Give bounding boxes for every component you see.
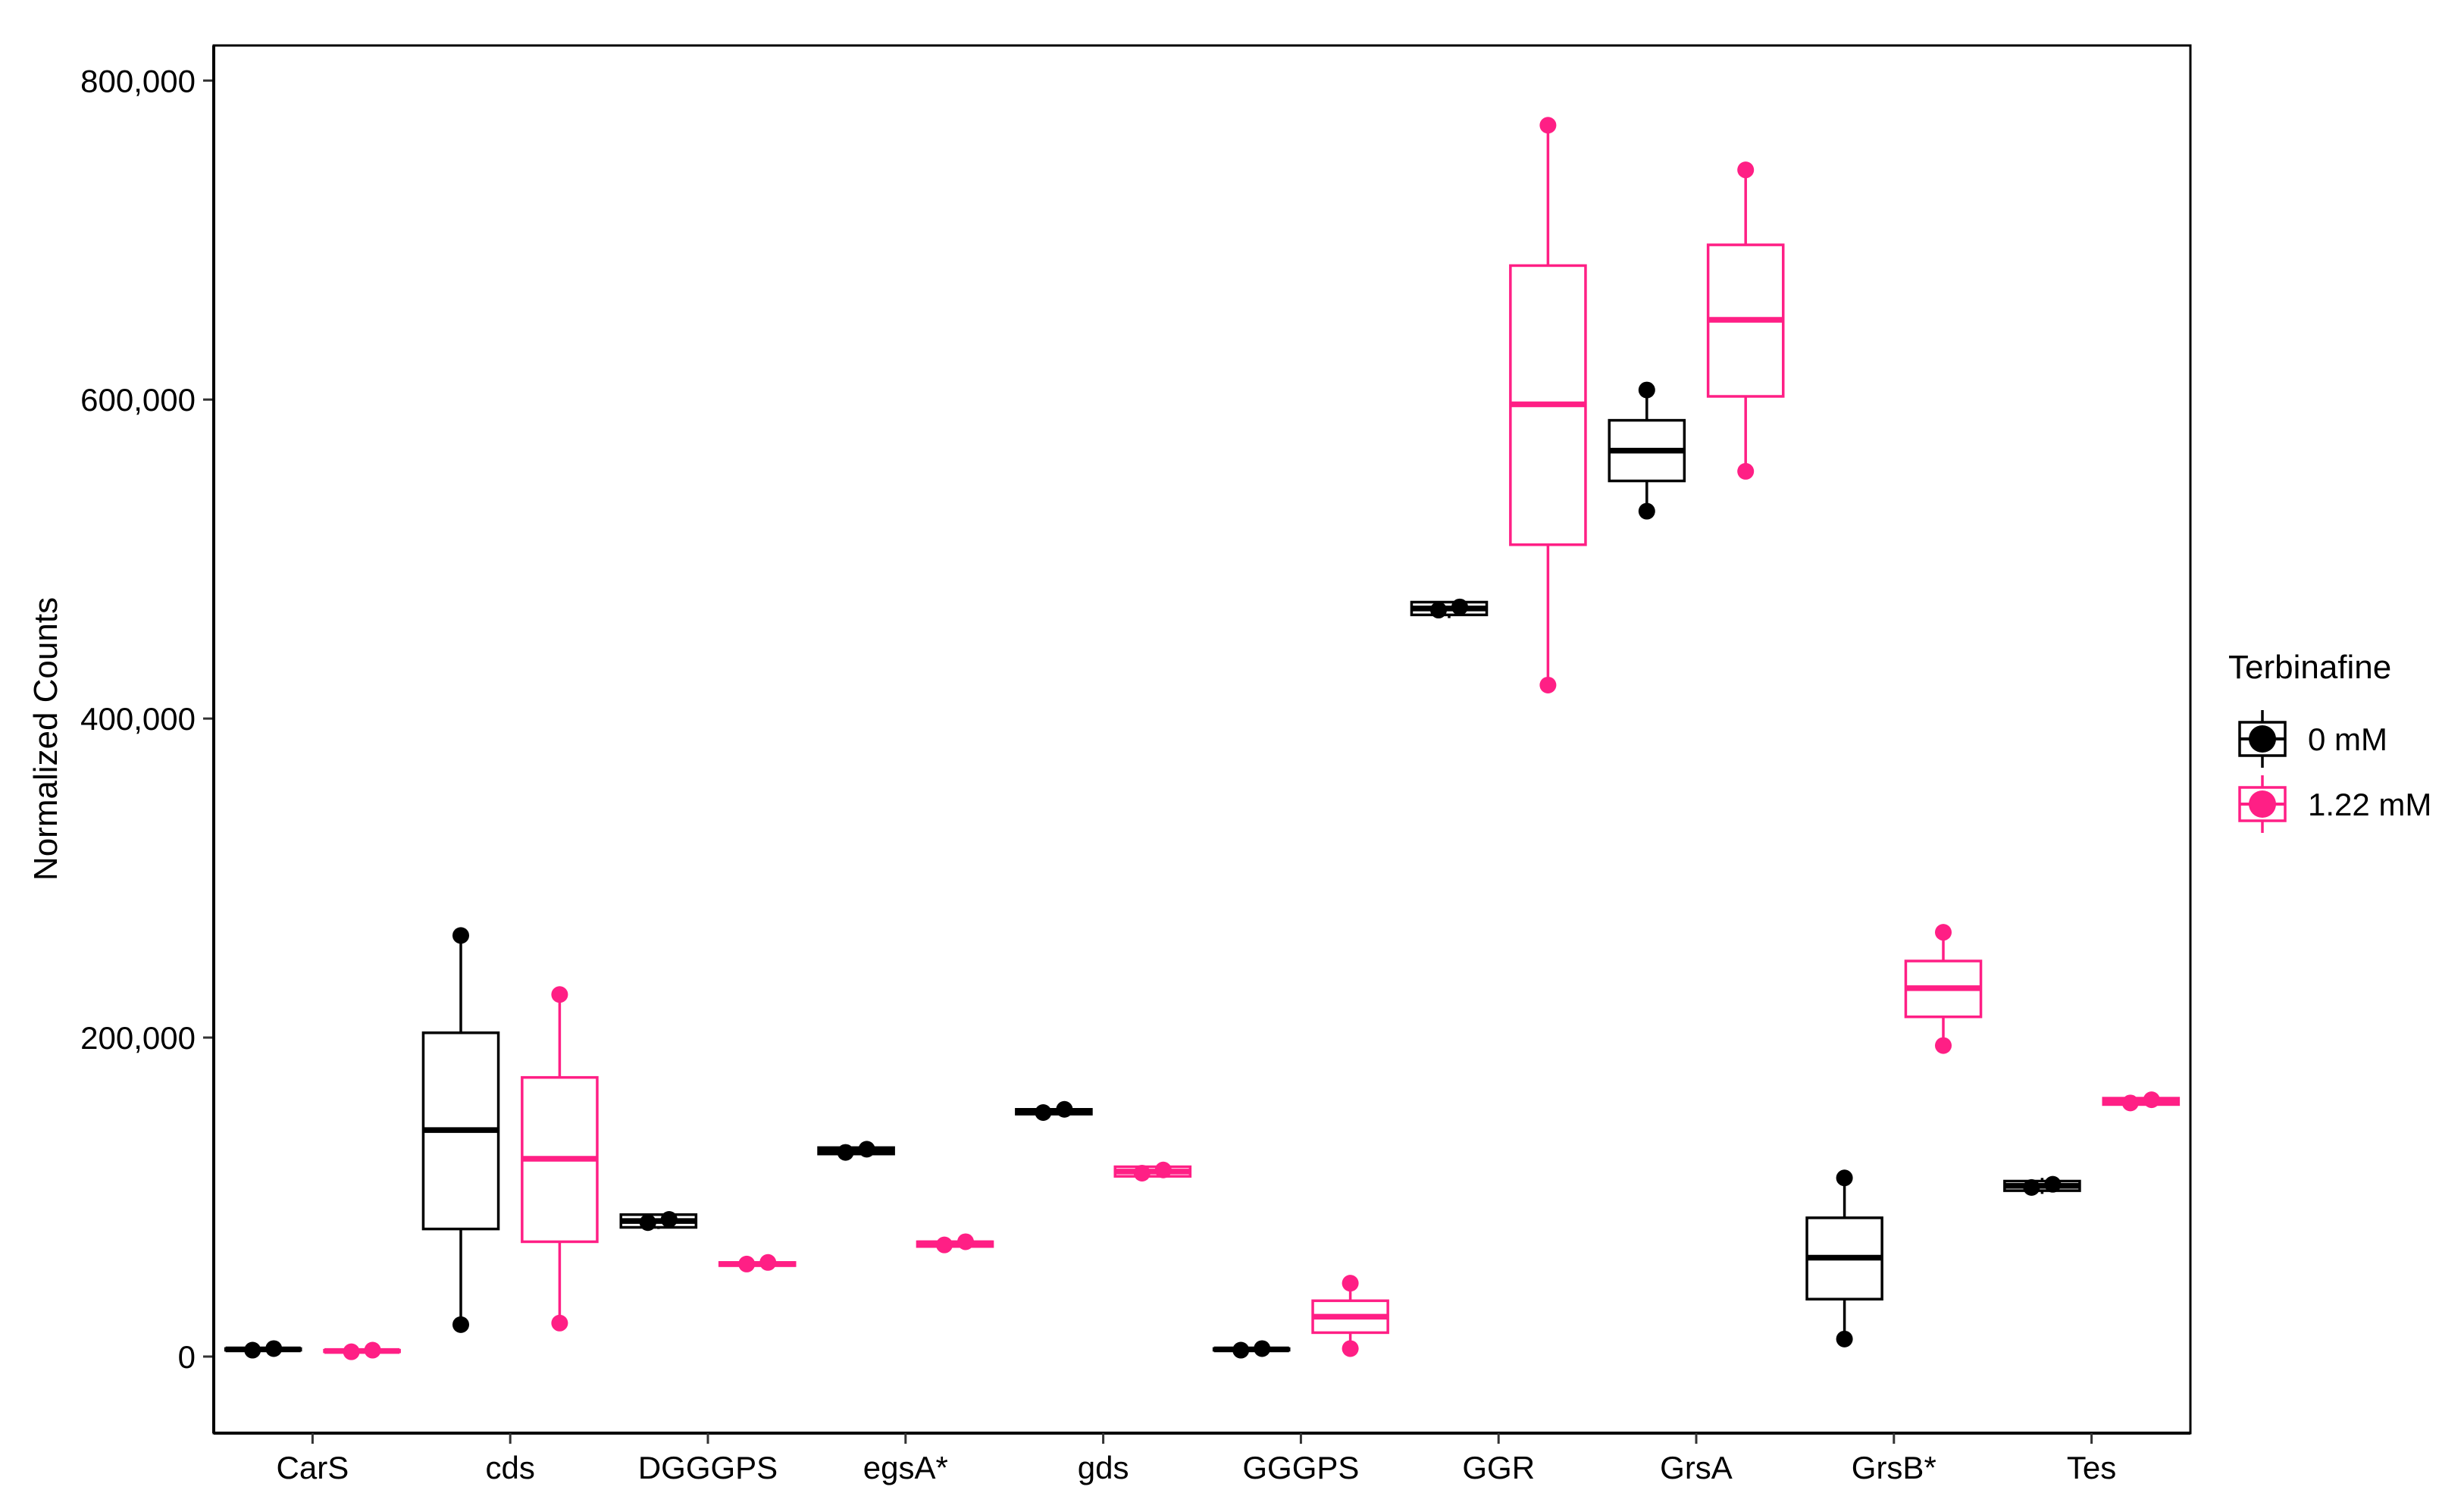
legend: Terbinafine 0 mM 1.22 mM <box>2228 649 2431 833</box>
data-point <box>2044 1175 2062 1193</box>
box-1-22-mM-GrsA <box>1706 161 1785 480</box>
data-point <box>551 1314 568 1332</box>
box-0-mM-GGGPS <box>1212 1340 1291 1359</box>
box-1-22-mM-egsAstar <box>916 1233 994 1254</box>
data-point <box>2143 1091 2160 1109</box>
x-tick-label: GrsB* <box>1852 1450 1936 1485</box>
y-axis: 0 200,000 400,000 600,000 800,000 <box>80 45 215 1433</box>
data-point <box>858 1141 875 1158</box>
plot-border <box>212 44 2192 1435</box>
data-point <box>1430 602 1447 619</box>
data-point <box>1232 1341 1250 1359</box>
data-point <box>1737 161 1755 179</box>
data-point <box>936 1236 953 1254</box>
box-1-22-mM-CarS <box>323 1341 401 1360</box>
data-point <box>957 1233 974 1250</box>
legend-label: 1.22 mM <box>2308 787 2431 822</box>
data-point <box>1056 1100 1073 1118</box>
y-tick-label: 400,000 <box>80 701 196 737</box>
x-axis: CarS cds DGGGPS egsA* gds GGGPS GGR GrsA GrsB* Te… <box>214 1432 2190 1485</box>
data-point <box>1133 1164 1151 1182</box>
data-point <box>265 1340 283 1357</box>
box-0-mM-CarS <box>224 1340 302 1359</box>
x-tick-label: GGR <box>1462 1450 1535 1485</box>
y-tick-label: 600,000 <box>80 382 196 418</box>
data-point <box>1035 1103 1052 1121</box>
box-0-mM-GrsA <box>1608 381 1686 520</box>
data-point <box>1638 381 1655 399</box>
data-point <box>1836 1169 1853 1187</box>
data-point <box>551 986 568 1003</box>
data-point <box>639 1214 656 1232</box>
plot-area <box>212 44 2192 1435</box>
data-point <box>1638 502 1655 520</box>
y-tick-label: 800,000 <box>80 63 196 99</box>
data-point <box>452 1316 469 1333</box>
box-1-22-mM-cds <box>521 986 599 1332</box>
data-point <box>2023 1178 2040 1196</box>
legend-key-point <box>2249 790 2276 818</box>
data-point <box>1539 117 1557 134</box>
box-1-22-mM-GGR <box>1509 117 1587 693</box>
box-0-mM-GrsBstar <box>1805 1169 1883 1347</box>
data-point <box>452 927 469 944</box>
data-point <box>1254 1340 1271 1357</box>
x-tick-label: CarS <box>277 1450 349 1485</box>
x-tick-label: GrsA <box>1660 1450 1733 1485</box>
legend-label: 0 mM <box>2308 721 2387 757</box>
data-point <box>1836 1330 1853 1347</box>
box-1-22-mM-DGGGPS <box>718 1254 797 1272</box>
boxes-layer <box>224 117 2181 1360</box>
data-point <box>1935 1037 1952 1054</box>
x-tick-label: egsA* <box>863 1450 948 1485</box>
y-tick-label: 0 <box>178 1339 196 1375</box>
x-tick-label: DGGGPS <box>638 1450 778 1485</box>
box-0-mM-DGGGPS <box>619 1210 698 1232</box>
legend-key-black <box>2238 710 2287 768</box>
box-1-22-mM-GGGPS <box>1311 1275 1389 1357</box>
data-point <box>1342 1340 1359 1357</box>
legend-title: Terbinafine <box>2228 649 2391 686</box>
data-point <box>1451 598 1468 615</box>
box-0-mM-gds <box>1015 1100 1093 1121</box>
x-tick-label: Tes <box>2067 1450 2116 1485</box>
legend-key-point <box>2249 725 2276 753</box>
y-tick-label: 200,000 <box>80 1020 196 1056</box>
x-tick-label: gds <box>1078 1450 1129 1485</box>
y-axis-title: Normalized Counts <box>27 597 64 881</box>
x-tick-label: GGGPS <box>1242 1450 1359 1485</box>
box-0-mM-cds <box>421 927 500 1333</box>
data-point <box>738 1255 756 1272</box>
data-point <box>244 1341 261 1359</box>
x-tick-label: cds <box>486 1450 535 1485</box>
data-point <box>759 1254 777 1271</box>
data-point <box>1154 1161 1172 1178</box>
legend-key-pink <box>2238 775 2287 833</box>
box-0-mM-Tes <box>2003 1175 2081 1196</box>
data-point <box>1737 462 1755 480</box>
box-0-mM-GGR <box>1410 598 1489 619</box>
data-point <box>343 1343 360 1360</box>
box-1-22-mM-Tes <box>2102 1091 2181 1112</box>
data-point <box>660 1210 678 1228</box>
data-point <box>1342 1275 1359 1292</box>
data-point <box>1935 924 1952 941</box>
data-point <box>837 1144 854 1161</box>
box-1-22-mM-gds <box>1113 1161 1192 1182</box>
data-point <box>1539 676 1557 693</box>
data-point <box>2121 1094 2139 1112</box>
box-0-mM-egsAstar <box>817 1141 895 1161</box>
box-1-22-mM-GrsBstar <box>1904 924 1983 1054</box>
data-point <box>364 1341 381 1359</box>
